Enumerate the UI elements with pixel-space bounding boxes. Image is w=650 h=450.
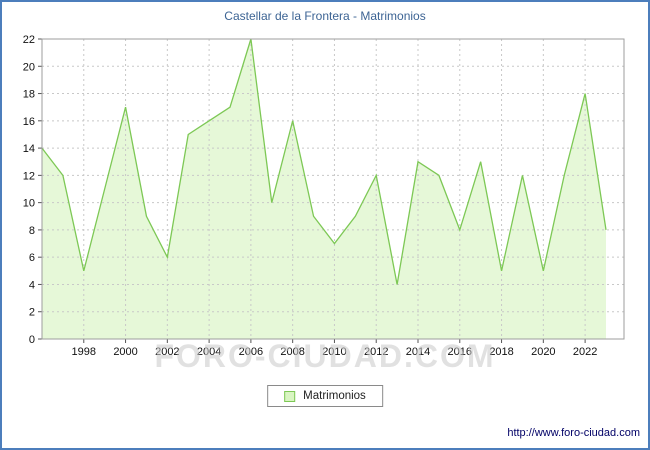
y-tick-label: 16 bbox=[23, 116, 35, 128]
y-tick-label: 10 bbox=[23, 198, 35, 210]
y-tick-label: 2 bbox=[29, 307, 35, 319]
plot-border bbox=[41, 38, 625, 340]
y-tick-label: 22 bbox=[23, 34, 35, 46]
y-tick-label: 8 bbox=[29, 225, 35, 237]
series-line-matrimonios bbox=[41, 38, 607, 285]
x-tick-label: 2002 bbox=[155, 346, 179, 358]
x-tick-label: 2022 bbox=[573, 346, 597, 358]
footer-url: http://www.foro-ciudad.com bbox=[507, 427, 640, 439]
y-tick-label: 6 bbox=[29, 252, 35, 264]
x-tick-label: 2014 bbox=[406, 346, 430, 358]
legend: Matrimonios bbox=[267, 385, 383, 407]
legend-label: Matrimonios bbox=[303, 390, 366, 402]
x-tick-label: 2010 bbox=[322, 346, 346, 358]
x-tick-label: 2020 bbox=[531, 346, 555, 358]
y-tick-label: 14 bbox=[23, 143, 35, 155]
x-tick-label: 2018 bbox=[489, 346, 513, 358]
y-tick-label: 0 bbox=[29, 334, 35, 346]
y-tick-label: 4 bbox=[29, 279, 35, 291]
legend-swatch-matrimonios bbox=[284, 390, 296, 402]
x-tick-label: 2006 bbox=[239, 346, 263, 358]
x-tick-label: 2016 bbox=[448, 346, 472, 358]
x-tick-label: 1998 bbox=[72, 346, 96, 358]
area-fill bbox=[42, 39, 606, 339]
y-tick-label: 18 bbox=[23, 89, 35, 101]
x-tick-label: 2000 bbox=[113, 346, 137, 358]
x-tick-label: 2004 bbox=[197, 346, 221, 358]
x-tick-label: 2008 bbox=[280, 346, 304, 358]
y-tick-label: 12 bbox=[23, 170, 35, 182]
x-tick-label: 2012 bbox=[364, 346, 388, 358]
chart-title: Castellar de la Frontera - Matrimonios bbox=[224, 9, 426, 23]
y-tick-label: 20 bbox=[23, 61, 35, 73]
